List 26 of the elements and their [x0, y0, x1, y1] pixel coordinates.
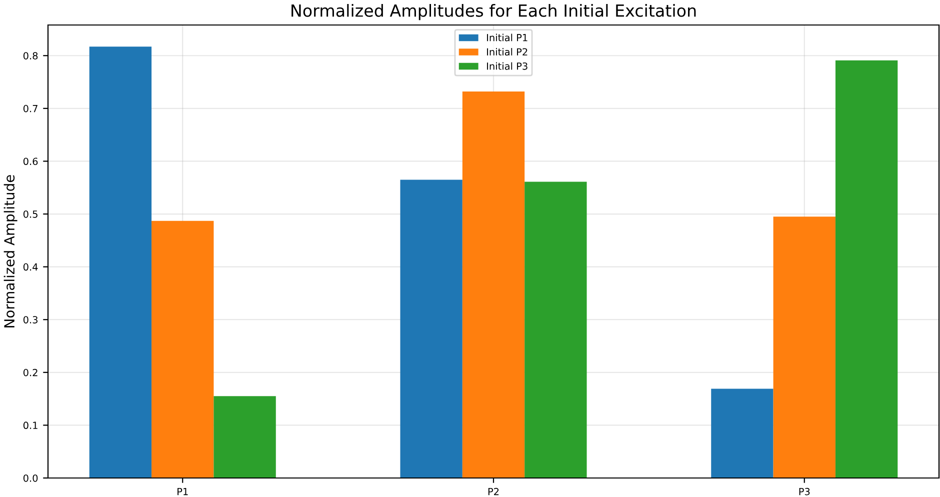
bar — [462, 92, 525, 478]
x-tick-label: P1 — [178, 488, 188, 496]
y-tick-label: 0.0 — [23, 474, 38, 482]
x-tick-label: P2 — [488, 488, 499, 496]
y-axis-title: Normalized Amplitude — [4, 175, 18, 328]
y-tick-label: 0.8 — [23, 52, 38, 60]
bar — [400, 180, 462, 478]
y-tick-label: 0.3 — [23, 316, 38, 324]
y-tick-label: 0.5 — [23, 210, 38, 218]
chart-title: Normalized Amplitudes for Each Initial Excitation — [292, 4, 696, 20]
legend-label: Initial P2 — [487, 48, 528, 56]
x-tick-label: P3 — [799, 488, 810, 496]
bar — [152, 220, 214, 478]
y-tick-label: 0.4 — [23, 263, 38, 271]
y-tick-label: 0.2 — [23, 368, 38, 376]
bar — [214, 396, 276, 478]
y-tick-label: 0.7 — [23, 104, 38, 112]
bar — [524, 182, 587, 478]
bar — [835, 60, 898, 478]
bar — [89, 46, 152, 478]
legend-label: Initial P1 — [487, 34, 528, 42]
y-tick-label: 0.1 — [23, 422, 38, 430]
bar — [711, 388, 774, 478]
y-tick-label: 0.6 — [23, 158, 38, 166]
bar — [773, 216, 836, 478]
legend-label: Initial P3 — [487, 62, 528, 70]
